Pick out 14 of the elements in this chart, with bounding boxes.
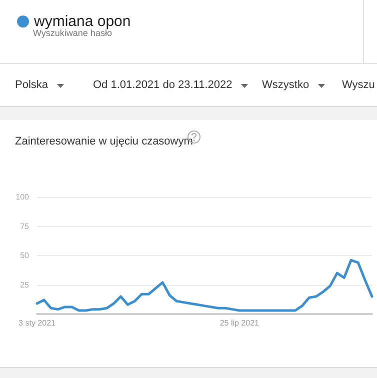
y-tick-label: 75 — [20, 222, 30, 231]
text: Wyszukiwane hasło — [33, 28, 112, 38]
x-tick-label: 3 sty 2021 — [18, 318, 56, 328]
line-series — [36, 258, 374, 312]
legend-label: wymiana opon — [33, 13, 131, 30]
y-tick-label: 100 — [16, 192, 30, 202]
y-tick-label: 50 — [20, 251, 30, 260]
chart-title: Zainteresowanie w ujęciu czasowym — [15, 136, 193, 148]
text: Wyszu — [342, 79, 375, 91]
text: Wszystko — [262, 79, 310, 91]
text: Od 1.01.2021 do 23.11.2022 — [93, 79, 232, 91]
x-tick-label: 25 lip 2021 — [220, 318, 260, 328]
text: Polska — [15, 79, 48, 91]
y-tick-label: 25 — [20, 280, 30, 290]
